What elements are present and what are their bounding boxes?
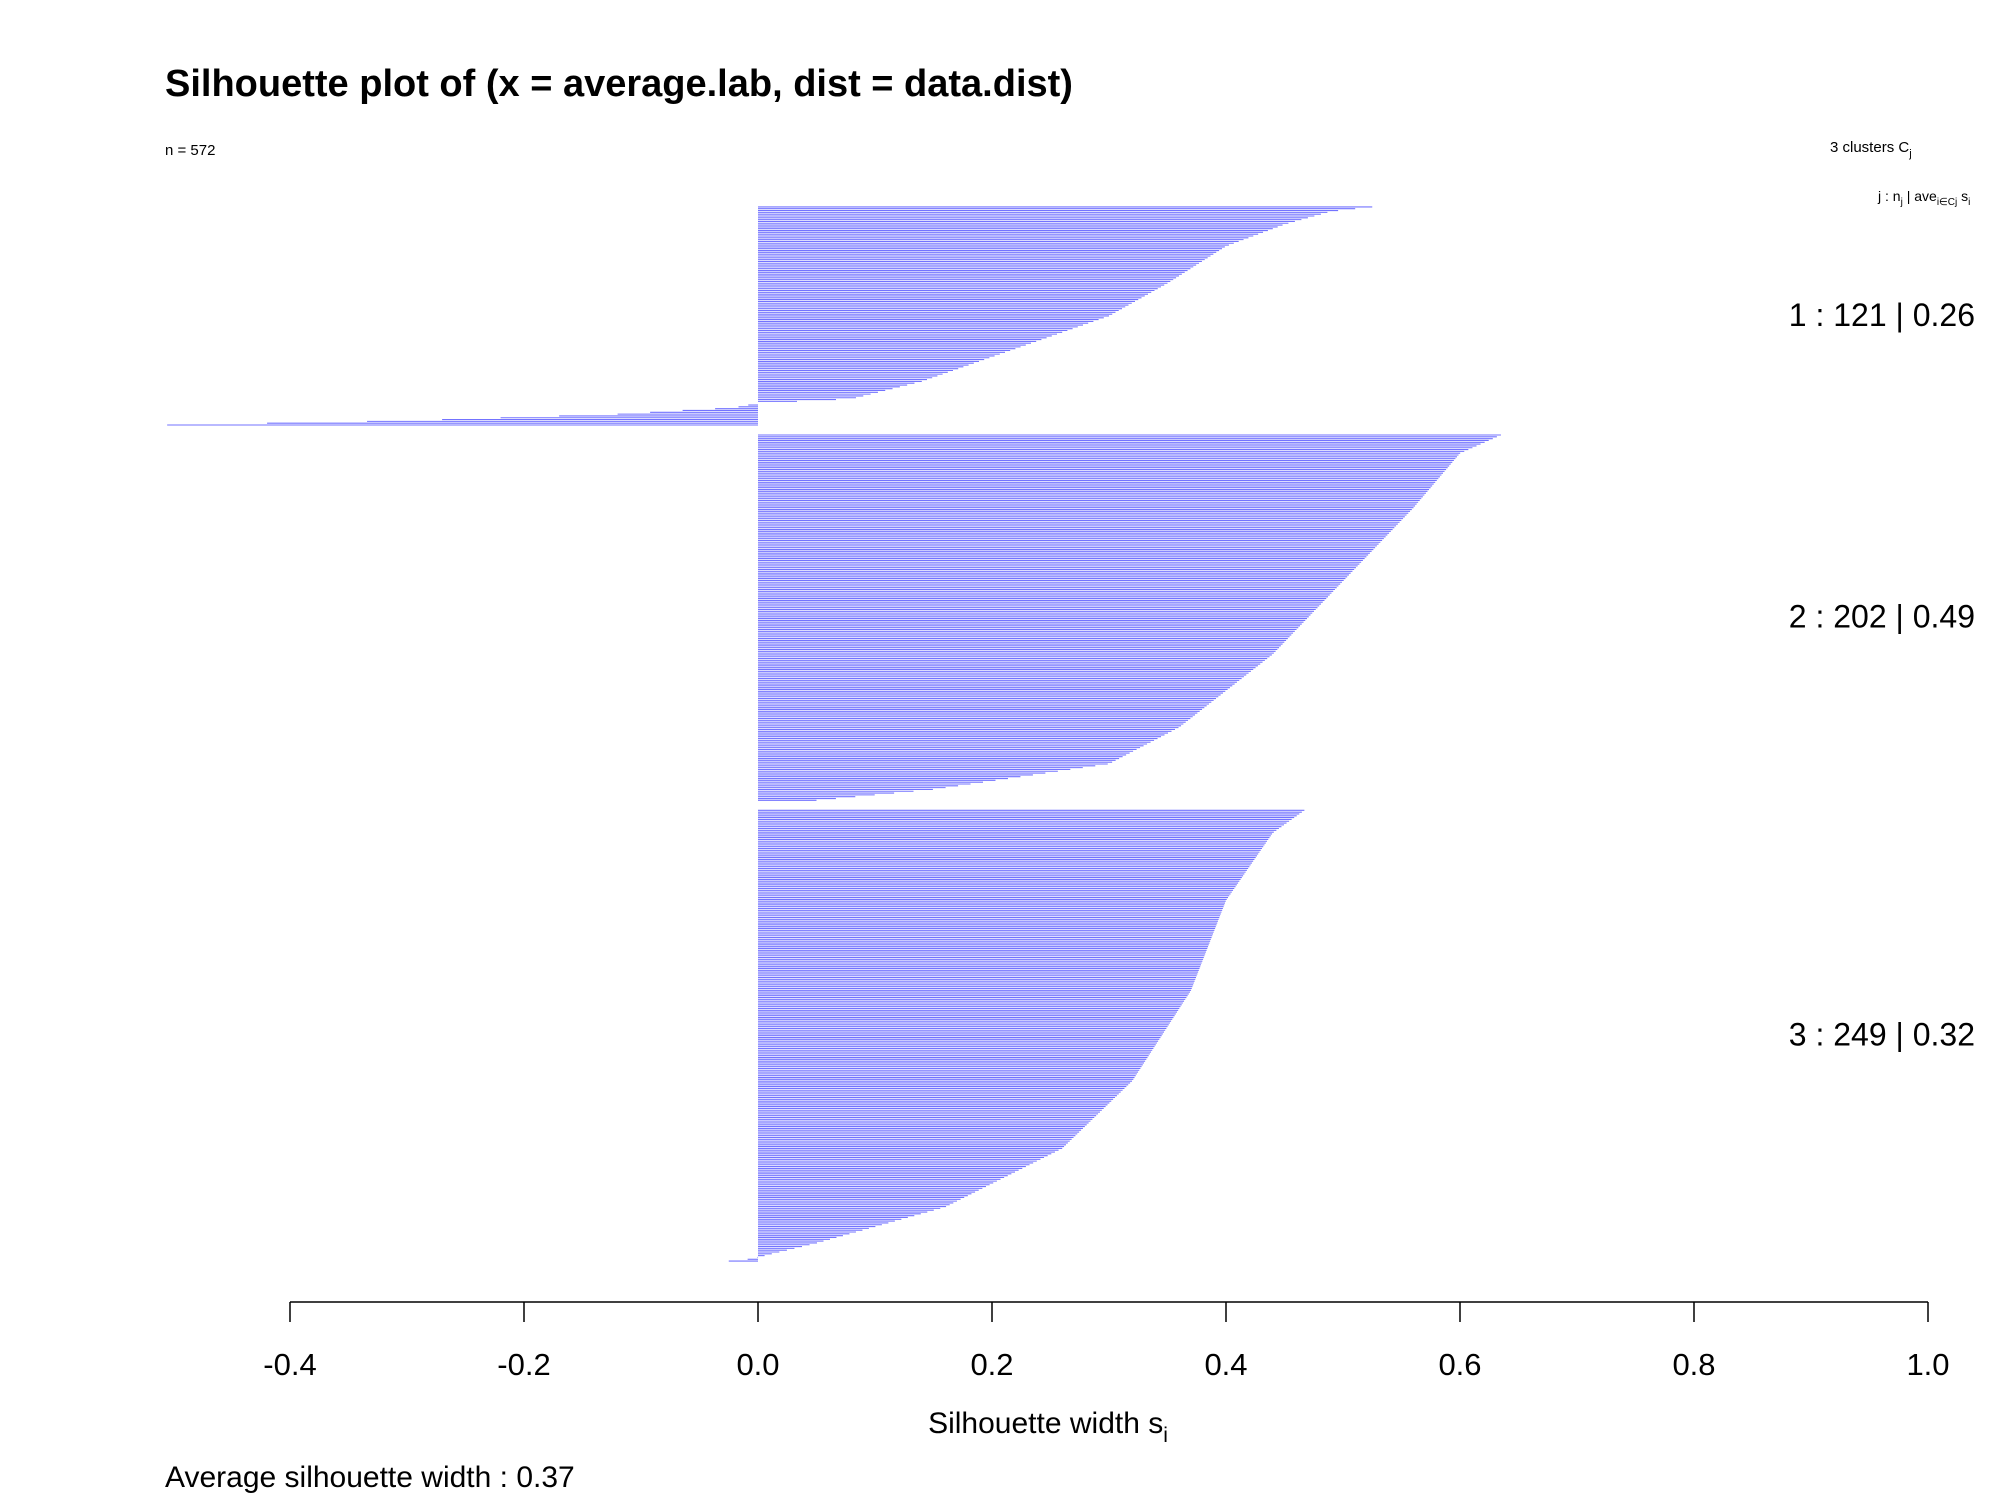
x-tick-label: 0.8	[1672, 1347, 1715, 1382]
x-axis: -0.4 -0.2 0.0 0.2 0.4 0.6 0.8 1.0	[263, 1301, 1950, 1382]
cluster-3-label: 3 : 249 | 0.32	[1789, 1017, 1975, 1053]
x-tick-label: 1.0	[1906, 1347, 1949, 1382]
cluster-3-bars	[728, 809, 1305, 1262]
x-tick-label: -0.4	[263, 1347, 316, 1382]
cluster-2-label: 2 : 202 | 0.49	[1789, 599, 1975, 635]
x-tick-label: 0.6	[1438, 1347, 1481, 1382]
x-tick-label: 0.4	[1204, 1347, 1247, 1382]
chart-title: Silhouette plot of (x = average.lab, dis…	[165, 63, 1073, 105]
average-silhouette-footer: Average silhouette width : 0.37	[165, 1461, 575, 1494]
cluster-2-bars	[758, 434, 1501, 801]
silhouette-bars	[167, 206, 1501, 1262]
x-axis-label: Silhouette width si	[928, 1407, 1168, 1447]
x-tick-label: -0.2	[497, 1347, 550, 1382]
x-tick-label: 0.0	[736, 1347, 779, 1382]
cluster-1-bars	[167, 206, 1373, 426]
n-label: n = 572	[165, 142, 215, 159]
cluster-labels: 1 : 121 | 0.26 2 : 202 | 0.49 3 : 249 | 0.…	[1789, 297, 1975, 1053]
cluster-1-label: 1 : 121 | 0.26	[1789, 297, 1975, 333]
x-tick-label: 0.2	[970, 1347, 1013, 1382]
clusters-label: 3 clusters Cj	[1830, 139, 1912, 160]
cluster-column-header: j : nj | avei∈Cj si	[1877, 188, 1970, 208]
